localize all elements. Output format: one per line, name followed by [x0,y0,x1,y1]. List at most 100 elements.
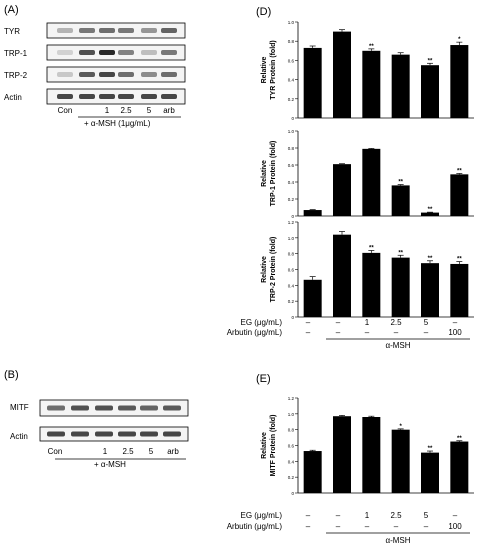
significance-label: ** [428,256,433,262]
lane-label: 1 [102,447,108,456]
lane-label: 5 [148,447,154,456]
bar [421,263,439,317]
blot-band [47,405,65,411]
y-axis-label: Relative MITF Protein (fold) [261,415,277,477]
blot-band [99,28,115,33]
significance-label: ** [428,446,433,452]
bar [421,65,439,118]
blot-row-label: Actin [10,432,28,441]
blot-band [71,405,89,411]
bar [421,212,439,216]
blot-band [118,72,134,77]
bar-chart: 0 0.2 0.4 0.6 0.8 1.0 Relative TYR Protein (fol… [261,20,474,121]
eg-value: 2.5 [390,511,402,520]
significance-label: * [458,37,461,43]
significance-label: ** [398,250,403,256]
bar-chart: 0 0.2 0.4 0.6 0.8 1.0 1.2 Relative MITF Protein … [261,396,474,496]
y-tick-label: 0.6 [288,444,295,449]
eg-label: EG (μg/mL) [240,511,282,520]
bar [362,417,381,493]
y-tick-label: 0 [291,491,294,496]
eg-value: – [306,318,311,327]
panel-label-e: (E) [256,373,271,385]
blot-row-label: MITF [10,403,29,412]
blot-band [79,94,95,99]
y-tick-label: 1.2 [288,396,295,401]
arbutin-label: Arbutin (μg/mL) [227,328,283,337]
treatment-label: + α-MSH [94,460,126,469]
panel-label-d: (D) [256,6,272,18]
eg-value: 5 [424,511,429,520]
blot-band [141,28,157,33]
blot-band [118,431,136,437]
arbutin-label: Arbutin (μg/mL) [227,522,283,531]
arbutin-value: 100 [448,522,462,531]
eg-value: 1 [365,511,370,520]
blot-band [118,50,134,55]
arbutin-value: – [365,522,370,531]
blot-row-label: TRP-1 [4,49,28,58]
blot-band [95,431,113,437]
blot-row-label: Actin [4,93,22,102]
blot-row-box [46,88,186,105]
blot-band [141,94,157,99]
bar [391,257,410,317]
significance-label: ** [457,436,462,442]
blot-band [71,431,89,437]
bar [303,210,322,216]
y-tick-label: 0 [291,214,294,219]
arbutin-value: – [336,522,341,531]
y-tick-label: 0.2 [288,97,295,102]
chart-d-conditions: EG (μg/mL)Arbutin (μg/mL)– –1 2.5 5 –– – – – –10… [227,318,470,350]
lane-label: 5 [146,106,152,115]
blot-row-box [46,44,186,61]
y-tick-label: 0.2 [288,475,295,480]
blot-band [95,405,113,411]
blot-band [140,405,158,411]
y-tick-label: 1.0 [288,412,295,417]
blot-band [118,28,134,33]
bar [333,31,351,119]
blot-band [161,94,177,99]
y-tick-label: 0.6 [288,163,295,168]
blot-band [163,405,181,411]
eg-value: – [453,511,458,520]
y-tick-label: 0.6 [288,268,295,273]
bar [450,45,469,118]
blot-band [79,72,95,77]
y-tick-label: 1.0 [288,129,295,134]
y-tick-label: 0.4 [288,459,295,464]
bar [333,164,351,216]
blot-band [118,405,136,411]
bar [421,452,439,493]
western-blot-b: MITF Actin Con 1 2.5 5 arb + α-MSH [0,380,250,480]
arbutin-value: – [394,522,399,531]
treatment-label: + α-MSH (1μg/mL) [84,119,151,128]
y-tick-label: 1.0 [288,236,295,241]
y-tick-label: 0.8 [288,252,295,257]
bar [333,234,351,317]
blot-b-image [39,399,189,460]
y-axis-label: Relative TYR Protein (fold) [261,40,277,100]
significance-label: * [399,424,402,430]
bar [362,252,381,317]
bar [362,148,381,216]
bar [391,429,410,493]
arbutin-value: – [365,328,370,337]
significance-label: ** [428,207,433,213]
msh-label: α-MSH [385,341,410,350]
eg-value: – [336,318,341,327]
blot-row-label: TYR [4,27,20,36]
bar [303,451,322,493]
bar [303,47,322,118]
y-tick-label: 0.4 [288,283,295,288]
y-tick-label: 0.4 [288,180,295,185]
lane-label: Con [47,447,63,456]
y-tick-label: 1.2 [288,220,295,225]
blot-band [161,72,177,77]
y-axis-label: Relative TRP-1 Protein (fold) [261,141,277,207]
y-tick-label: 0.6 [288,58,295,63]
blot-band [79,28,95,33]
blot-band [57,50,73,55]
blot-row-box [39,426,189,442]
